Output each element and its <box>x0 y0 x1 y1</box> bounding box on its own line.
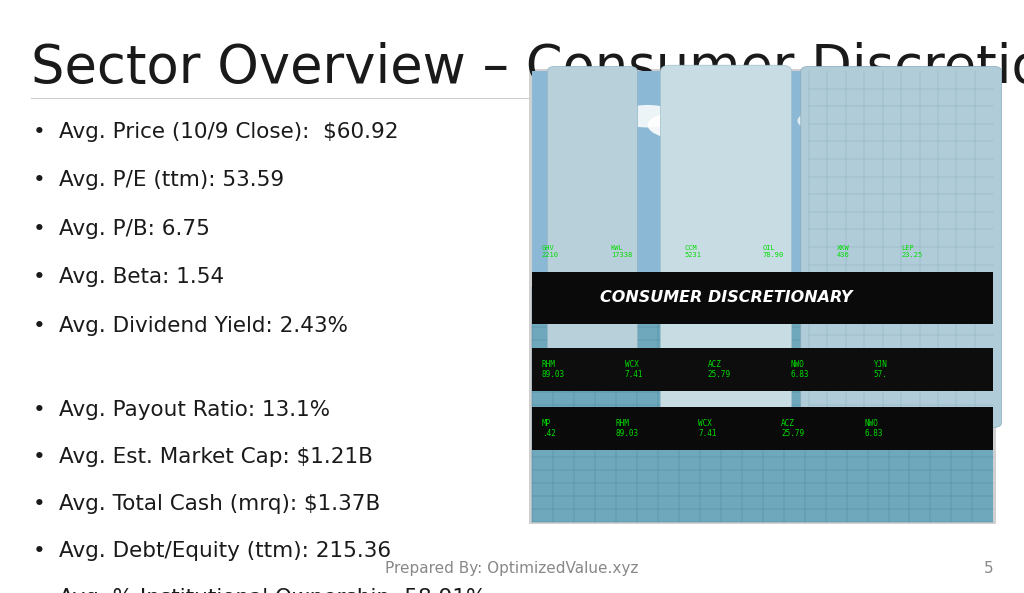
Text: Avg. P/E (ttm): 53.59: Avg. P/E (ttm): 53.59 <box>59 170 285 190</box>
FancyBboxPatch shape <box>529 69 996 524</box>
FancyBboxPatch shape <box>532 288 993 522</box>
FancyBboxPatch shape <box>547 66 637 382</box>
Text: Prepared By: OptimizedValue.xyz: Prepared By: OptimizedValue.xyz <box>385 562 639 576</box>
FancyBboxPatch shape <box>532 348 993 391</box>
Text: Avg. Total Cash (mrq): $1.37B: Avg. Total Cash (mrq): $1.37B <box>59 494 381 514</box>
Text: LEP
23.25: LEP 23.25 <box>901 245 923 258</box>
Ellipse shape <box>873 124 929 145</box>
Text: •: • <box>33 400 45 420</box>
Ellipse shape <box>739 121 786 139</box>
Text: Avg. Debt/Equity (ttm): 215.36: Avg. Debt/Equity (ttm): 215.36 <box>59 541 391 561</box>
Text: RHM
89.03: RHM 89.03 <box>615 419 639 438</box>
Text: •: • <box>33 447 45 467</box>
FancyBboxPatch shape <box>532 407 993 449</box>
Text: XKW
436: XKW 436 <box>837 245 849 258</box>
Text: WCX
7.41: WCX 7.41 <box>698 419 717 438</box>
Text: ACZ
25.79: ACZ 25.79 <box>781 419 805 438</box>
Ellipse shape <box>617 105 678 127</box>
Text: GHV
2210: GHV 2210 <box>542 245 559 258</box>
Text: •: • <box>33 267 45 288</box>
Text: Sector Overview – Consumer Discretionary: Sector Overview – Consumer Discretionary <box>31 42 1024 94</box>
Text: YJN
57.: YJN 57. <box>873 360 888 380</box>
FancyBboxPatch shape <box>801 66 1001 428</box>
Text: MP
.42: MP .42 <box>542 419 556 438</box>
FancyBboxPatch shape <box>532 71 993 288</box>
Text: 5: 5 <box>984 562 993 576</box>
Text: •: • <box>33 494 45 514</box>
FancyBboxPatch shape <box>532 272 993 324</box>
Text: •: • <box>33 316 45 336</box>
Ellipse shape <box>647 110 739 141</box>
Text: Avg. Payout Ratio: 13.1%: Avg. Payout Ratio: 13.1% <box>59 400 331 420</box>
Text: RHM
89.03: RHM 89.03 <box>542 360 565 380</box>
Text: CONSUMER DISCRETIONARY: CONSUMER DISCRETIONARY <box>600 290 852 305</box>
Text: •: • <box>33 541 45 561</box>
Text: KWL
17338: KWL 17338 <box>610 245 632 258</box>
Text: CCM
5231: CCM 5231 <box>685 245 701 258</box>
Text: •: • <box>33 219 45 239</box>
Text: WCX
7.41: WCX 7.41 <box>625 360 643 380</box>
Text: •: • <box>33 122 45 142</box>
Text: NWO
6.83: NWO 6.83 <box>864 419 883 438</box>
Text: NWO
6.83: NWO 6.83 <box>791 360 809 380</box>
Text: Avg. Price (10/9 Close):  $60.92: Avg. Price (10/9 Close): $60.92 <box>59 122 399 142</box>
Text: Avg. Dividend Yield: 2.43%: Avg. Dividend Yield: 2.43% <box>59 316 348 336</box>
Text: Avg. Est. Market Cap: $1.21B: Avg. Est. Market Cap: $1.21B <box>59 447 374 467</box>
Text: Avg. P/B: 6.75: Avg. P/B: 6.75 <box>59 219 210 239</box>
Text: OIL
78.90: OIL 78.90 <box>763 245 784 258</box>
Text: Avg. % Institutional Ownership: 58.91%: Avg. % Institutional Ownership: 58.91% <box>59 588 486 593</box>
Ellipse shape <box>798 109 866 133</box>
Text: •: • <box>33 170 45 190</box>
FancyBboxPatch shape <box>660 65 792 438</box>
Text: Avg. Beta: 1.54: Avg. Beta: 1.54 <box>59 267 224 288</box>
Text: ACZ
25.79: ACZ 25.79 <box>708 360 731 380</box>
Text: •: • <box>33 588 45 593</box>
